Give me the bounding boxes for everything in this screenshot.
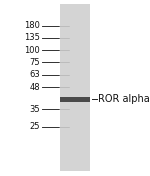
Bar [60,97,90,102]
Text: 63: 63 [29,70,40,79]
Text: 25: 25 [29,122,40,131]
Text: 75: 75 [29,58,40,67]
Text: ROR alpha: ROR alpha [98,95,150,104]
Text: 48: 48 [29,83,40,92]
Bar [60,4,90,171]
Text: 180: 180 [24,21,40,30]
Text: 100: 100 [24,46,40,55]
Text: 135: 135 [24,33,40,42]
Text: 35: 35 [29,105,40,114]
